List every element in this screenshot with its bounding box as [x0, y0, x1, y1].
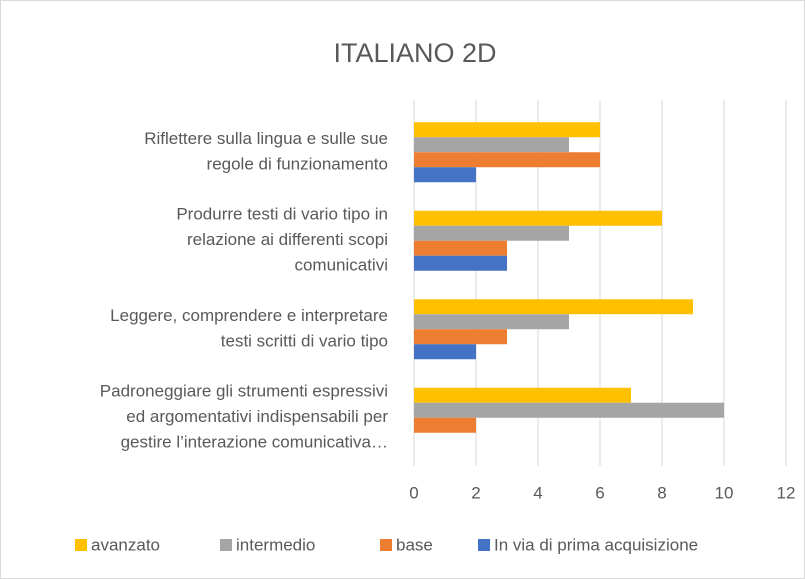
bar: [414, 152, 600, 168]
y-tick-label: testi scritti di vario tipo: [221, 331, 388, 350]
legend-label: avanzato: [91, 535, 160, 554]
bar: [414, 240, 507, 256]
y-tick-label: Leggere, comprendere e interpretare: [110, 306, 388, 325]
bar: [414, 167, 476, 183]
y-tick-label: gestire l’interazione comunicativa…: [121, 433, 388, 452]
legend-swatch: [220, 539, 232, 551]
legend-label: In via di prima acquisizione: [494, 535, 698, 554]
bar: [414, 122, 600, 138]
x-tick-label: 4: [533, 483, 542, 502]
x-tick-label: 10: [715, 483, 734, 502]
bar: [414, 255, 507, 271]
bar: [414, 329, 507, 345]
legend-swatch: [478, 539, 490, 551]
legend-swatch: [380, 539, 392, 551]
x-tick-label: 12: [777, 483, 796, 502]
y-tick-label: regole di funzionamento: [207, 154, 388, 173]
legend-swatch: [75, 539, 87, 551]
bar: [414, 387, 631, 403]
bar: [414, 137, 569, 153]
y-tick-label: Padroneggiare gli strumenti espressivi: [100, 382, 388, 401]
x-tick-label: 8: [657, 483, 666, 502]
y-tick-label: relazione ai differenti scopi: [187, 230, 388, 249]
y-tick-label: Riflettere sulla lingua e sulle sue: [144, 129, 388, 148]
bar: [414, 344, 476, 360]
bar: [414, 314, 569, 330]
y-tick-label: comunicativi: [294, 256, 388, 275]
x-tick-label: 0: [409, 483, 418, 502]
x-tick-label: 6: [595, 483, 604, 502]
y-tick-label: Produrre testi di vario tipo in: [176, 205, 388, 224]
bar: [414, 225, 569, 241]
bar: [414, 299, 693, 315]
bar: [414, 402, 724, 418]
chart-title: ITALIANO 2D: [333, 38, 496, 68]
y-tick-label: ed argomentativi indispensabili per: [126, 407, 388, 426]
bar: [414, 417, 476, 433]
legend-label: intermedio: [236, 535, 315, 554]
x-tick-label: 2: [471, 483, 480, 502]
legend-label: base: [396, 535, 433, 554]
bar: [414, 210, 662, 226]
